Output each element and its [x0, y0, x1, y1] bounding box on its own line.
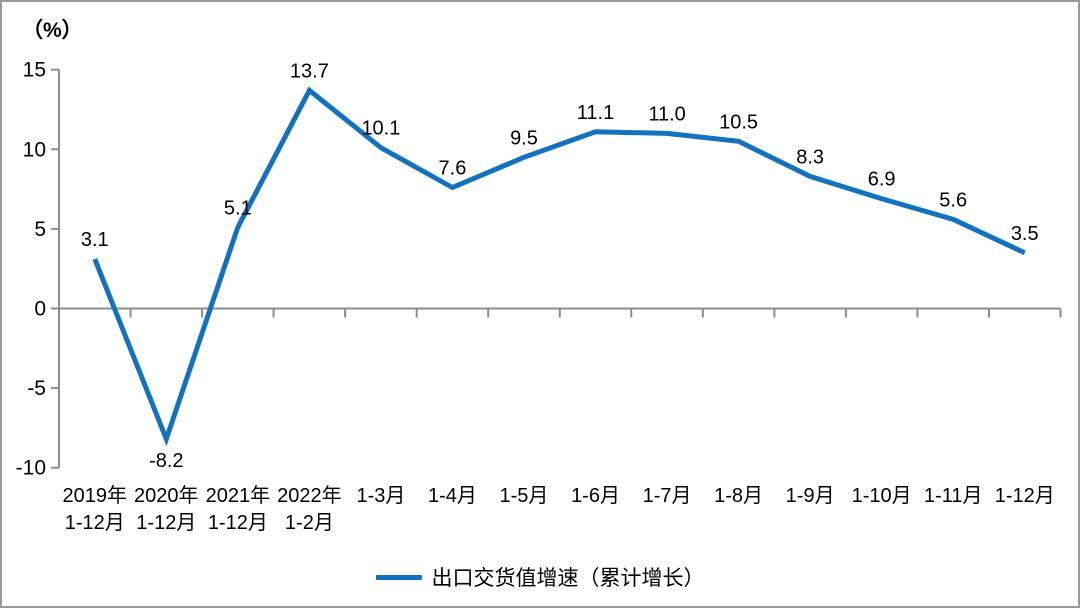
- y-axis-tick-label: 5: [34, 218, 46, 241]
- x-axis-category-label: 1-12月: [995, 485, 1055, 507]
- data-point-label: 10.1: [361, 118, 400, 140]
- legend: 出口交货值增速（累计增长）: [2, 562, 1078, 592]
- data-point-label: 11.1: [577, 102, 614, 124]
- x-axis-category-label: 2022年 1-2月: [277, 484, 342, 534]
- x-axis-category-label: 1-11月: [924, 485, 983, 507]
- y-axis-tick-label: -5: [27, 377, 46, 400]
- y-axis-unit-label: （%）: [22, 19, 83, 42]
- data-point-label: 6.9: [868, 169, 896, 191]
- y-axis-tick-label: 0: [34, 298, 46, 321]
- x-axis-category-label: 1-5月: [500, 485, 549, 507]
- x-axis-category-label: 1-3月: [356, 485, 405, 507]
- legend-line-marker-icon: [375, 574, 422, 580]
- data-point-label: 10.5: [719, 111, 758, 133]
- y-axis-tick-label: -10: [16, 457, 46, 480]
- data-point-label: 5.1: [224, 197, 252, 219]
- x-axis-category-label: 1-4月: [428, 485, 477, 507]
- data-point-label: 5.6: [939, 189, 967, 211]
- x-axis-category-label: 2021年 1-12月: [206, 484, 271, 534]
- x-axis-category-label: 1-6月: [571, 485, 620, 507]
- x-axis-category-label: 1-7月: [643, 485, 692, 507]
- data-point-label: 3.5: [1011, 223, 1039, 245]
- data-point-label: 8.3: [796, 146, 824, 168]
- legend-label: 出口交货值增速（累计增长）: [431, 567, 705, 590]
- x-axis-category-label: 1-9月: [786, 485, 835, 507]
- data-point-label: 7.6: [439, 158, 467, 180]
- y-axis-tick-label: 15: [23, 59, 46, 82]
- x-axis-category-label: 2020年 1-12月: [134, 484, 199, 534]
- data-point-label: 13.7: [290, 60, 329, 82]
- line-chart: 15 10 5 0 -5 -10 3.1 -8.2 5.1 13.7 10.1 7.6 9.5 11.1 1…: [16, 59, 1062, 534]
- x-axis-category-label: 1-8月: [714, 485, 763, 507]
- data-point-label: -8.2: [149, 450, 183, 472]
- x-axis-category-label: 2019年 1-12月: [63, 484, 128, 534]
- x-axis-category-label: 1-10月: [852, 485, 912, 507]
- data-point-label: 9.5: [510, 127, 538, 149]
- y-axis-tick-label: 10: [23, 138, 46, 161]
- data-point-label: 11.0: [648, 103, 685, 125]
- data-point-label: 3.1: [81, 229, 109, 251]
- data-line-series: [92, 86, 1026, 447]
